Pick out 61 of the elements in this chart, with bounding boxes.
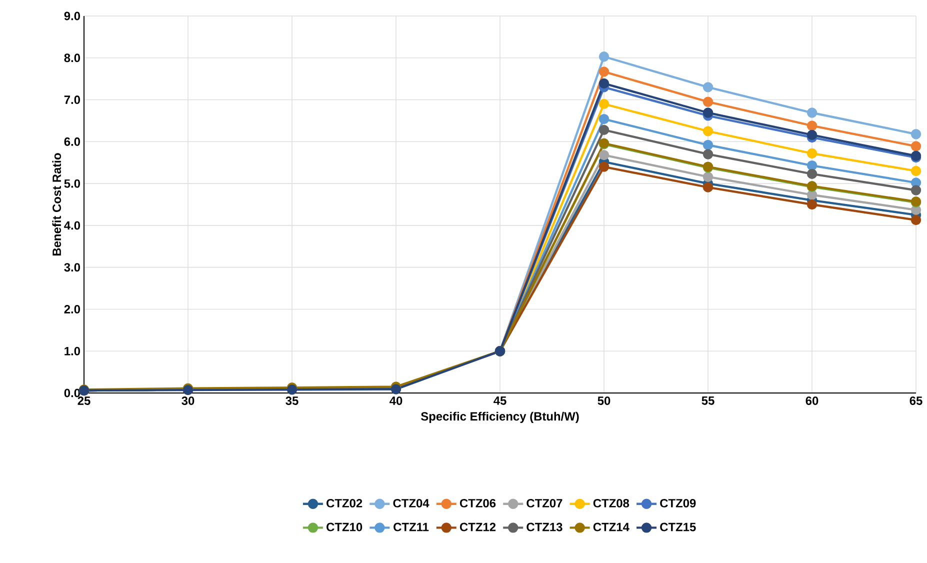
y-tick-label: 7.0 [64,96,80,104]
point [806,168,818,180]
point [702,82,714,92]
point [702,126,714,136]
point [806,108,818,118]
point [598,98,610,110]
point [702,149,714,160]
x-tick-label: 60 [806,396,818,405]
legend-label: CTZ09 [660,498,696,508]
point [910,214,922,226]
y-tick-label: 5.0 [64,179,80,188]
x-tick-label: 50 [598,396,610,405]
legend-label: CTZ12 [460,522,496,532]
legend-label: CTZ02 [326,498,362,508]
x-tick-label: 55 [702,396,714,405]
y-tick-label: 0.0 [64,388,80,398]
x-tick-label: 35 [286,396,298,405]
point [806,148,818,158]
legend-label: CTZ13 [526,522,562,532]
y-tick-label: 3.0 [64,263,80,272]
point [702,96,714,107]
y-tick-label: 9.0 [64,12,80,20]
y-axis-title: Benefit Cost Ratio [52,153,62,256]
x-tick-label: 65 [910,396,922,405]
point [702,140,714,150]
point [806,199,818,210]
point [702,172,714,182]
x-tick-label: 45 [494,396,506,405]
point [598,52,610,62]
x-axis-title: Specific Efficiency (Btuh/W) [420,412,579,423]
point [702,182,714,192]
x-tick-label: 40 [390,396,402,405]
legend-label: CTZ11 [394,522,429,532]
point [598,124,610,136]
legend-label: CTZ10 [326,522,362,532]
legend-label: CTZ04 [393,498,430,508]
legend-label: CTZ08 [593,498,630,508]
point [806,160,818,171]
point [806,120,818,131]
point [806,130,818,140]
y-tick-label: 8.0 [64,54,80,62]
point [598,150,610,160]
y-tick-label: 1.0 [64,346,80,356]
legend-label: CTZ06 [460,498,496,508]
point [598,162,610,172]
x-tick-label: 30 [182,396,194,405]
x-tick-label: 25 [78,396,90,405]
point [598,114,610,124]
y-tick-label: 6.0 [64,137,80,146]
point [910,185,922,196]
legend-label: CTZ15 [660,522,696,532]
point [598,78,610,89]
point [702,108,714,118]
legend-label: CTZ14 [593,522,630,532]
point [910,129,922,140]
y-tick-label: 4.0 [64,221,80,230]
point [910,166,922,176]
y-tick-label: 2.0 [64,304,80,314]
point [598,66,610,77]
legend-label: CTZ07 [526,498,562,508]
point [910,141,922,152]
